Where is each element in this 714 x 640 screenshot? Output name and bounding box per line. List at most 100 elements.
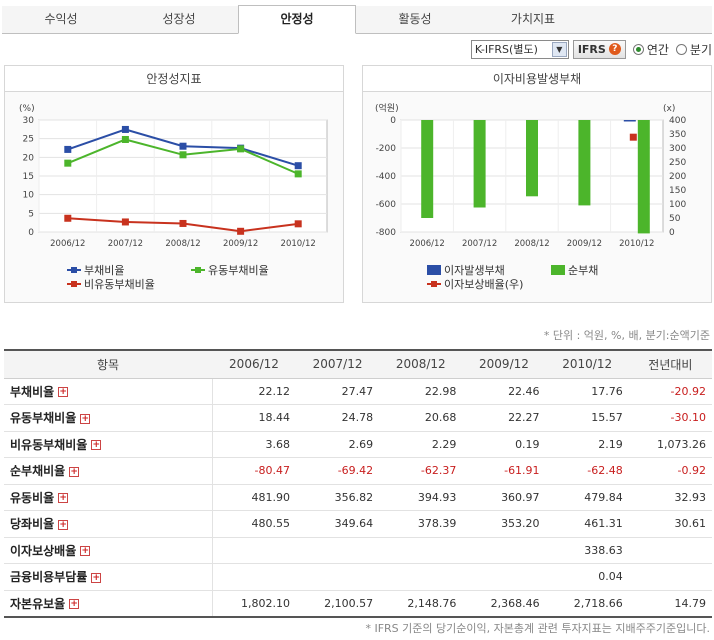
column-header: 2006/12 (212, 349, 296, 379)
radio-annual-label: 연간 (646, 42, 669, 57)
data-point (237, 145, 245, 153)
value-cell: 480.55 (212, 510, 296, 538)
x-tick-label: 2007/12 (108, 239, 143, 249)
row-label-cell[interactable]: 부채비율 + (4, 378, 213, 405)
table-row: 순부채비율 + -80.47 -69.42 -62.37 -61.91 -62.48 -0.9… (4, 457, 712, 485)
row-label-cell[interactable]: 당좌비율 + (4, 510, 213, 538)
value-cell: 0.19 (462, 431, 546, 458)
value-cell: 17.76 (545, 378, 629, 405)
data-point (294, 162, 302, 170)
y-tick-label: 10 (23, 191, 35, 201)
row-label-cell[interactable]: 금융비용부담률 + (4, 563, 213, 591)
expand-plus-icon[interactable]: + (91, 440, 102, 451)
value-cell: 461.31 (545, 510, 629, 538)
row-label: 비유동부채비율 (10, 437, 88, 452)
interest-debt-bar-chart: (억원) (x) 0 -200 -400 -600 -800 400 350 300 250 200 1… (375, 102, 686, 249)
value-cell: -20.92 (628, 378, 712, 405)
column-header: 2010/12 (545, 349, 629, 379)
legend-noncurrent-liab-ratio: 비유동부채비율 (67, 276, 155, 292)
column-header: 항목 (4, 349, 212, 379)
row-label-cell[interactable]: 유동비율 + (4, 484, 213, 511)
table-row: 이자보상배율 +338.63 (4, 537, 712, 564)
column-header: 전년대비 (628, 349, 712, 379)
data-point (179, 219, 187, 227)
y-tick-label: 30 (23, 116, 35, 126)
expand-plus-icon[interactable]: + (69, 466, 80, 477)
row-label-cell[interactable]: 이자보상배율 + (4, 537, 213, 564)
row-label: 이자보상배율 (10, 543, 77, 558)
legend-label: 비유동부채비율 (84, 278, 155, 291)
value-cell: 2,718.66 (545, 590, 629, 618)
row-label: 유동비율 (10, 490, 55, 505)
y-right-tick-label: 150 (669, 186, 686, 196)
row-label-cell[interactable]: 비유동부채비율 + (4, 431, 213, 458)
value-cell: 30.61 (628, 510, 712, 538)
expand-plus-icon[interactable]: + (80, 413, 91, 424)
row-label-cell[interactable]: 유동부채비율 + (4, 404, 213, 432)
value-cell: 481.90 (212, 484, 296, 511)
legend-label: 유동부채비율 (208, 264, 269, 277)
legend-marker (551, 265, 565, 275)
row-label-cell[interactable]: 자본유보율 + (4, 590, 213, 618)
y-axis-label: (%) (19, 104, 35, 114)
x-tick-label: 2009/12 (223, 239, 258, 249)
y-right-tick-label: 0 (669, 228, 675, 238)
value-cell: 22.27 (462, 404, 546, 432)
data-point (294, 220, 302, 228)
expand-plus-icon[interactable]: + (69, 599, 80, 609)
tab-4[interactable]: 가치지표 (510, 12, 556, 26)
value-cell: 1,802.10 (212, 590, 296, 618)
y-right-tick-label: 400 (669, 116, 686, 126)
expand-plus-icon[interactable]: + (58, 387, 69, 398)
data-point (294, 170, 302, 178)
stability-table: 항목 2006/12 2007/12 2008/12 2009/12 2010/12 전년대… (4, 349, 712, 618)
value-cell: -30.10 (628, 404, 712, 432)
bar-net-debt (578, 120, 591, 206)
expand-plus-icon[interactable]: + (58, 493, 69, 504)
expand-plus-icon[interactable]: + (91, 572, 102, 583)
interest-debt-chart-title: 이자비용발생부채 (363, 66, 711, 92)
value-cell: -61.91 (462, 457, 546, 485)
value-cell: 356.82 (295, 484, 380, 511)
value-cell: 479.84 (545, 484, 629, 511)
value-cell: 24.78 (295, 404, 380, 432)
report-type-select[interactable]: K-IFRS(별도) ▼ (470, 39, 569, 59)
legend-interest-bearing-debt: 이자발생부채 (427, 262, 505, 278)
stability-chart-title: 안정성지표 (5, 66, 343, 92)
value-cell: 2.69 (295, 431, 380, 458)
value-cell: 2.29 (379, 431, 463, 458)
value-cell: 2,100.57 (295, 590, 380, 618)
row-label: 자본유보율 (10, 596, 66, 611)
data-point (64, 214, 72, 222)
expand-plus-icon[interactable]: + (58, 519, 69, 530)
expand-plus-icon[interactable]: + (80, 546, 91, 557)
radio-annual[interactable]: 연간 (632, 41, 669, 58)
tab-2[interactable]: 안정성 (238, 5, 356, 34)
tab-0[interactable]: 수익성 (44, 12, 78, 26)
value-cell (379, 537, 463, 564)
y-axis-label: (억원) (375, 102, 399, 114)
table-row: 자본유보율 +1,802.10 2,100.57 2,148.76 2,368.46 2,… (4, 590, 712, 618)
tab-3[interactable]: 활동성 (398, 12, 432, 26)
table-row: 유동부채비율 +18.44 24.78 20.68 22.27 15.57 -30.10 (4, 404, 712, 432)
value-cell: -62.37 (379, 457, 463, 485)
data-point (121, 125, 129, 133)
radio-annual-indicator[interactable] (632, 43, 644, 55)
y-tick-label: 25 (23, 135, 34, 145)
x-tick-label: 2006/12 (410, 239, 445, 249)
radio-quarter[interactable]: 분기 (675, 41, 712, 58)
ifrs-button[interactable]: IFRS ? (572, 39, 626, 59)
row-label-cell[interactable]: 순부채비율 + (4, 457, 213, 485)
table-row: 당좌비율 +480.55 349.64 378.39 353.20 461.31 30.61 (4, 510, 712, 538)
legend-marker (191, 267, 205, 273)
value-cell: 15.57 (545, 404, 629, 432)
table-row: 부채비율 +22.12 27.47 22.98 22.46 17.76 -20.92 (4, 378, 712, 405)
y-tick-label: 15 (23, 172, 34, 182)
legend-debt-ratio: 부채비율 (67, 262, 124, 278)
value-cell: 349.64 (295, 510, 380, 538)
y-right-tick-label: 100 (669, 200, 686, 210)
column-header: 2007/12 (295, 349, 380, 379)
tab-1[interactable]: 성장성 (162, 12, 196, 26)
legend-net-debt: 순부채 (551, 262, 598, 278)
radio-quarter-indicator[interactable] (675, 43, 687, 55)
